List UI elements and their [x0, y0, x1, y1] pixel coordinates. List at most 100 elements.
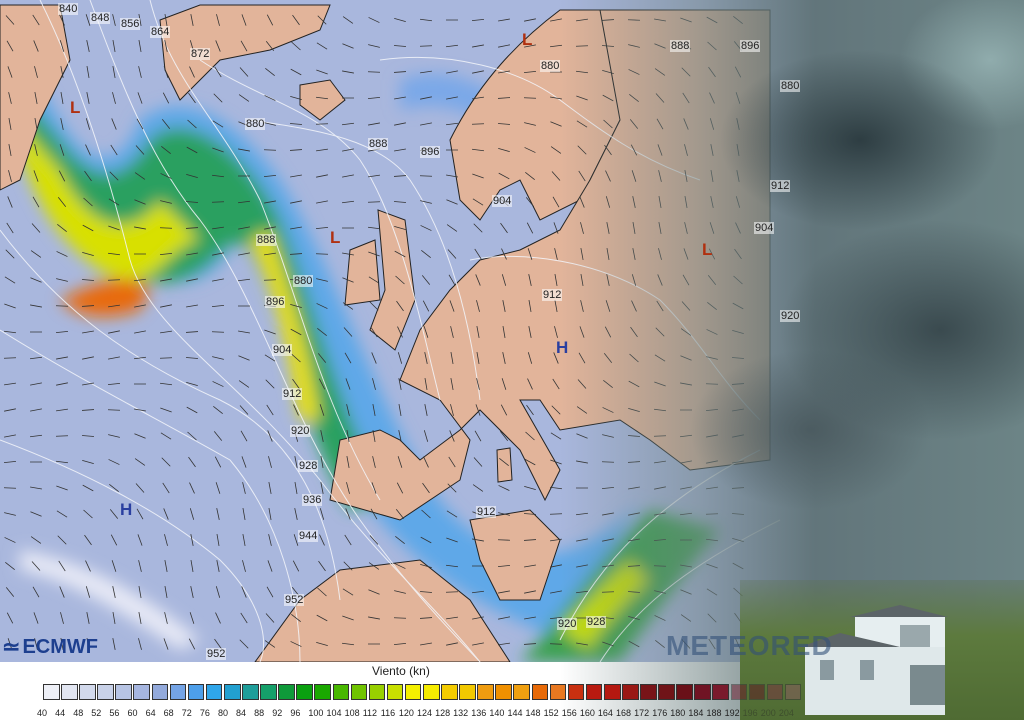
wind-arrow — [289, 149, 303, 151]
wind-arrow — [4, 408, 16, 412]
wind-arrow — [393, 175, 407, 177]
wind-arrow — [393, 201, 407, 203]
legend-swatch — [585, 684, 603, 700]
wind-arrow — [446, 616, 458, 620]
wind-arrow — [446, 70, 458, 74]
wind-arrow — [291, 41, 301, 51]
wind-arrow — [398, 430, 402, 442]
legend-tick: 144 — [507, 708, 523, 718]
wind-arrow — [476, 352, 480, 364]
wind-arrow — [344, 352, 352, 364]
legend-tick: 68 — [163, 708, 174, 718]
wind-arrow — [30, 250, 42, 258]
wind-arrow — [292, 14, 300, 26]
wind-arrow — [446, 537, 458, 543]
wind-arrow — [112, 638, 116, 650]
wind-arrow — [446, 224, 458, 232]
wind-arrow — [395, 509, 405, 519]
wind-arrow — [527, 378, 533, 390]
wind-arrow — [7, 66, 13, 78]
wind-arrow — [29, 356, 43, 360]
wind-arrow — [82, 484, 94, 492]
isobar-label: 912 — [770, 180, 791, 192]
wind-arrow — [138, 560, 142, 572]
wind-arrow — [211, 305, 225, 307]
legend-swatch — [61, 684, 78, 700]
wind-arrow — [4, 512, 16, 516]
wind-arrow — [29, 434, 43, 438]
wind-arrow — [424, 378, 428, 390]
isobar-label: 880 — [293, 275, 314, 287]
isobar-label: 912 — [282, 388, 303, 400]
wind-arrow — [524, 147, 536, 153]
wind-arrow — [56, 382, 68, 386]
wind-arrow — [524, 18, 536, 22]
wind-arrow — [550, 432, 562, 440]
wind-arrow — [8, 170, 12, 182]
wind-arrow — [33, 612, 39, 624]
wind-arrow — [160, 432, 172, 440]
wind-arrow — [190, 534, 194, 546]
wind-arrow — [524, 458, 536, 466]
wind-arrow — [369, 535, 379, 545]
legend-swatch — [350, 684, 368, 700]
legend-tick: 120 — [398, 708, 414, 718]
legend-tick: 196 — [742, 708, 758, 718]
isobar-label: 880 — [540, 60, 561, 72]
wind-arrow — [186, 278, 198, 282]
wind-arrow — [316, 614, 328, 622]
wind-arrow — [446, 510, 458, 518]
wind-arrow — [30, 304, 42, 308]
legend-tick: 100 — [308, 708, 324, 718]
legend-tick: 128 — [435, 708, 451, 718]
wind-arrow — [5, 587, 15, 597]
wind-arrow — [498, 70, 510, 74]
wind-arrow — [320, 482, 324, 494]
wind-arrow — [213, 93, 223, 103]
wind-arrow — [30, 486, 42, 490]
legend-swatch — [43, 684, 60, 700]
wind-arrow — [446, 199, 458, 205]
wind-arrow — [549, 44, 563, 48]
wind-arrow — [268, 508, 272, 520]
wind-arrow — [136, 118, 144, 130]
wind-arrow — [57, 223, 67, 233]
wind-arrow — [554, 274, 558, 286]
wind-arrow — [342, 148, 354, 152]
wind-arrow — [265, 613, 275, 623]
wind-arrow — [33, 40, 39, 52]
wind-arrow — [266, 404, 274, 416]
wind-arrow — [81, 279, 95, 281]
wind-arrow — [56, 510, 68, 518]
wind-arrow — [526, 404, 534, 416]
legend-tick: 164 — [597, 708, 613, 718]
isobar-label: 928 — [586, 616, 607, 628]
legend-swatch — [658, 684, 675, 700]
wind-arrow — [290, 328, 302, 336]
wind-arrow — [394, 17, 406, 23]
wind-arrow — [238, 380, 250, 388]
wind-arrow — [420, 96, 432, 100]
wind-arrow — [420, 563, 432, 569]
wind-arrow — [472, 70, 484, 74]
wind-arrow — [446, 642, 458, 646]
wind-arrow — [215, 612, 221, 624]
wind-arrow — [112, 66, 116, 78]
legend-tick: 160 — [579, 708, 595, 718]
wind-arrow — [498, 147, 510, 153]
wind-arrow — [55, 331, 69, 333]
wind-arrow — [476, 326, 480, 338]
isobar-label: 904 — [272, 344, 293, 356]
low-pressure-marker: L — [70, 98, 81, 117]
isobar-label: 896 — [420, 146, 441, 158]
wind-arrow — [550, 538, 562, 542]
wind-arrow — [112, 586, 116, 598]
legend-swatch — [368, 684, 386, 700]
wind-arrow — [397, 352, 403, 364]
wind-arrow — [419, 591, 433, 593]
legend-swatch — [676, 684, 693, 700]
wind-arrow — [289, 123, 303, 125]
wind-arrow — [318, 560, 326, 572]
wind-arrow — [213, 431, 223, 441]
wind-arrow — [394, 225, 406, 231]
